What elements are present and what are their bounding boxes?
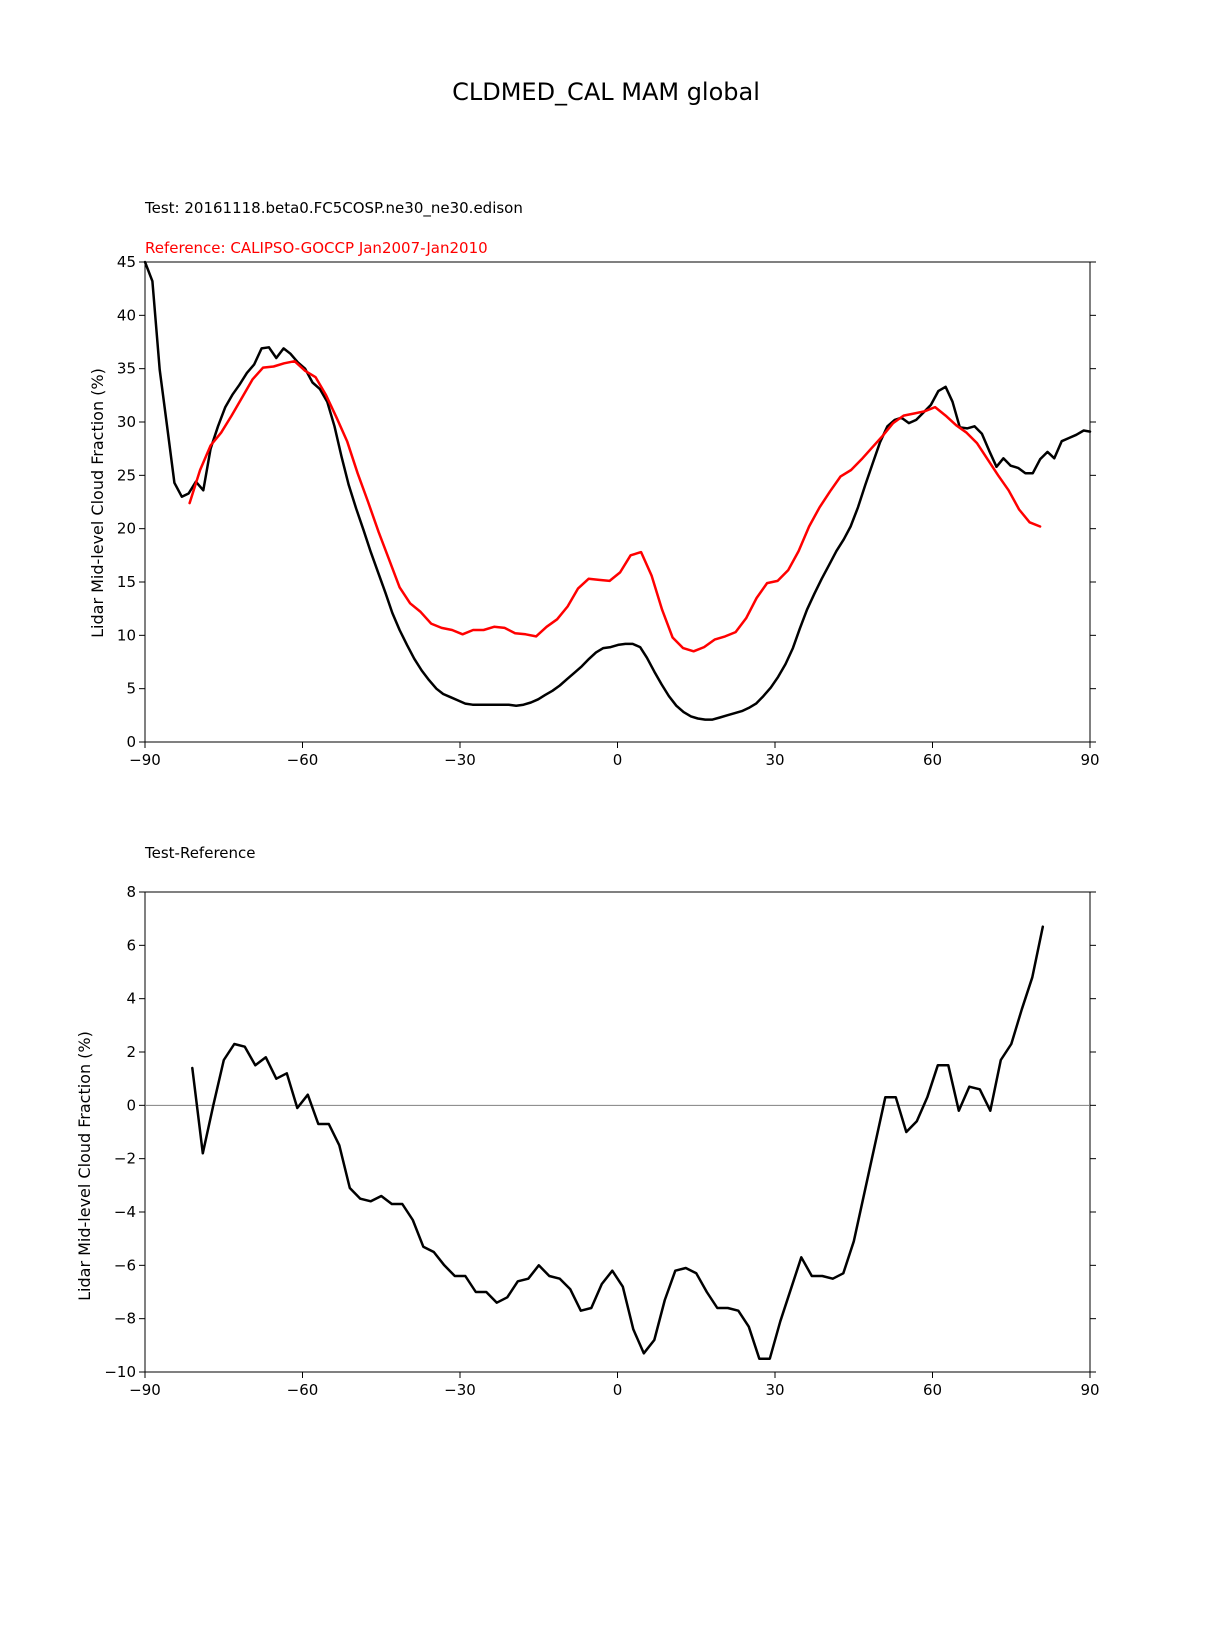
bottom-x-tick-label: −90 [129, 1381, 161, 1399]
top-y-tick-label: 0 [126, 733, 136, 751]
bottom-y-tick-label: 2 [126, 1043, 136, 1061]
bottom-axes: −90 −60 −30 0 30 60 90 −10 −8 −6 −4 −2 0 2 4 6 8 [104, 883, 1099, 1399]
bottom-y-tick-label: −10 [104, 1363, 136, 1381]
top-y-tick-label: 10 [117, 626, 136, 644]
figure-title: CLDMED_CAL MAM global [452, 78, 760, 106]
top-plot-area [143, 260, 1092, 721]
bottom-y-tick-label: −6 [114, 1256, 136, 1274]
top-y-tick-label: 15 [117, 573, 136, 591]
bottom-panel: Test-Reference Lidar Mid-level Cloud Fra… [75, 844, 1100, 1399]
bottom-x-tick-label: 30 [765, 1381, 784, 1399]
top-panel: Test: 20161118.beta0.FC5COSP.ne30_ne30.e… [88, 199, 1100, 769]
bottom-y-tick-label: −4 [114, 1203, 136, 1221]
bottom-y-tick-label: 4 [126, 990, 136, 1008]
top-y-tick-label: 45 [117, 253, 136, 271]
bottom-y-tick-label: 0 [126, 1096, 136, 1114]
diff-label: Test-Reference [144, 844, 256, 862]
bottom-plot-area [191, 925, 1045, 1360]
top-x-tick-label: 90 [1080, 751, 1099, 769]
bottom-y-tick-label: 6 [126, 936, 136, 954]
top-x-tick-label: 60 [923, 751, 942, 769]
top-y-tick-label: 35 [117, 360, 136, 378]
top-test-line [143, 260, 1092, 721]
bottom-x-tick-label: 0 [613, 1381, 623, 1399]
top-x-tick-label: 30 [765, 751, 784, 769]
bottom-x-tick-label: 60 [923, 1381, 942, 1399]
bottom-y-tick-label: 8 [126, 883, 136, 901]
bottom-x-tick-label: 90 [1080, 1381, 1099, 1399]
bottom-y-tick-label: −8 [114, 1310, 136, 1328]
bottom-x-tick-label: −30 [444, 1381, 476, 1399]
bottom-y-axis-label: Lidar Mid-level Cloud Fraction (%) [75, 1031, 94, 1301]
top-x-tick-label: −90 [129, 751, 161, 769]
top-reference-line [188, 359, 1042, 653]
bottom-y-tick-label: −2 [114, 1150, 136, 1168]
top-x-tick-label: −60 [287, 751, 319, 769]
test-label: Test: 20161118.beta0.FC5COSP.ne30_ne30.e… [144, 199, 523, 218]
bottom-x-tick-label: −60 [287, 1381, 319, 1399]
top-axes: −90 −60 −30 0 30 60 90 0 5 10 15 20 25 30 35 40 45 [117, 253, 1100, 769]
top-y-tick-label: 20 [117, 520, 136, 538]
bottom-diff-line [191, 925, 1045, 1360]
top-y-axis-label: Lidar Mid-level Cloud Fraction (%) [88, 368, 107, 638]
top-y-tick-label: 5 [126, 680, 136, 698]
top-x-tick-label: 0 [613, 751, 623, 769]
reference-label: Reference: CALIPSO-GOCCP Jan2007-Jan2010 [145, 239, 488, 257]
top-x-tick-label: −30 [444, 751, 476, 769]
top-y-tick-label: 40 [117, 306, 136, 324]
top-y-tick-label: 30 [117, 413, 136, 431]
top-y-tick-label: 25 [117, 466, 136, 484]
